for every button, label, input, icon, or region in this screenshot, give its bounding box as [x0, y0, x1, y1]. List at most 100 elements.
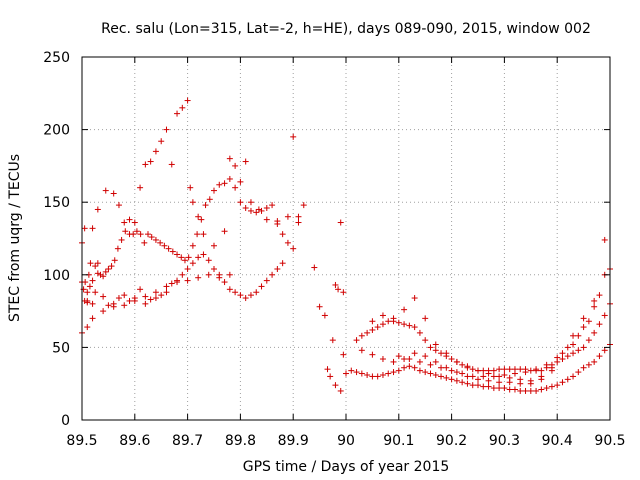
data-point — [522, 369, 529, 376]
data-point — [92, 263, 99, 270]
data-point — [100, 308, 107, 315]
data-point — [226, 155, 233, 162]
data-point — [89, 277, 96, 284]
data-point — [92, 289, 99, 296]
data-point — [221, 228, 228, 235]
data-point — [485, 370, 492, 377]
data-point — [122, 228, 129, 235]
data-point — [226, 271, 233, 278]
data-point — [496, 379, 503, 386]
data-point — [564, 353, 571, 360]
data-point — [205, 271, 212, 278]
data-point — [284, 239, 291, 246]
data-point — [490, 367, 497, 374]
data-point — [94, 270, 101, 277]
data-point — [570, 350, 577, 357]
data-point — [369, 373, 376, 380]
x-tick-label: 90.2 — [436, 433, 467, 449]
data-point — [324, 366, 331, 373]
x-tick-label: 89.5 — [66, 433, 97, 449]
data-point — [585, 361, 592, 368]
data-point — [554, 382, 561, 389]
data-point — [187, 184, 194, 191]
data-point — [591, 329, 598, 336]
data-point — [527, 367, 534, 374]
data-point — [564, 376, 571, 383]
data-point — [459, 379, 466, 386]
data-point — [198, 216, 205, 223]
data-point — [335, 286, 342, 293]
data-point — [152, 289, 159, 296]
data-point — [401, 356, 408, 363]
data-point — [84, 289, 91, 296]
data-point — [538, 367, 545, 374]
data-point — [369, 318, 376, 325]
data-point — [178, 254, 185, 261]
data-point — [496, 373, 503, 380]
data-point — [168, 161, 175, 168]
data-point — [490, 373, 497, 380]
data-point — [406, 356, 413, 363]
data-point — [105, 302, 112, 309]
data-point — [290, 133, 297, 140]
data-point — [181, 257, 188, 264]
data-point — [374, 373, 381, 380]
data-point — [501, 385, 508, 392]
data-point — [432, 358, 439, 365]
data-point — [102, 187, 109, 194]
data-point — [475, 367, 481, 374]
data-point — [485, 377, 492, 384]
data-point — [163, 126, 170, 133]
data-point — [247, 292, 254, 299]
x-tick-label: 89.6 — [119, 433, 150, 449]
data-point — [81, 297, 88, 304]
data-point — [86, 283, 93, 290]
data-point — [327, 373, 334, 380]
data-point — [591, 358, 598, 365]
data-point — [142, 300, 149, 307]
data-point — [422, 337, 429, 344]
x-tick-label: 89.7 — [172, 433, 203, 449]
data-point — [596, 292, 603, 299]
data-point — [548, 383, 555, 390]
data-point — [161, 242, 168, 249]
data-point — [114, 245, 121, 252]
data-point — [448, 356, 455, 363]
data-point — [126, 297, 133, 304]
data-point — [94, 206, 101, 213]
data-point — [358, 332, 365, 339]
data-point — [179, 104, 186, 111]
data-point — [174, 279, 181, 286]
data-point — [142, 293, 149, 300]
data-point — [216, 181, 223, 188]
data-point — [506, 386, 513, 393]
data-point — [168, 280, 175, 287]
data-point — [469, 373, 476, 380]
data-point — [390, 358, 397, 365]
data-point — [131, 297, 138, 304]
data-point — [406, 363, 413, 370]
data-point — [580, 364, 587, 371]
data-point — [137, 231, 144, 238]
x-tick-label: 89.8 — [225, 433, 256, 449]
data-point — [200, 251, 207, 258]
data-point — [141, 239, 148, 246]
data-point — [406, 322, 413, 329]
data-point — [221, 180, 228, 187]
y-tick-label: 0 — [61, 413, 70, 429]
data-point — [105, 265, 112, 272]
ticks: 89.5 89.6 89.7 89.8 89.9 90 90.1 90.2 90.3 90.4 90… — [43, 50, 625, 449]
data-point — [570, 341, 577, 348]
data-point — [443, 350, 450, 357]
data-point — [548, 364, 555, 371]
data-point — [469, 366, 476, 373]
data-point — [211, 187, 217, 194]
data-point — [543, 361, 550, 368]
data-point — [395, 353, 402, 360]
data-point — [242, 158, 249, 165]
data-point — [290, 245, 297, 252]
data-point — [121, 302, 128, 309]
data-point — [438, 364, 445, 371]
data-point — [453, 369, 460, 376]
